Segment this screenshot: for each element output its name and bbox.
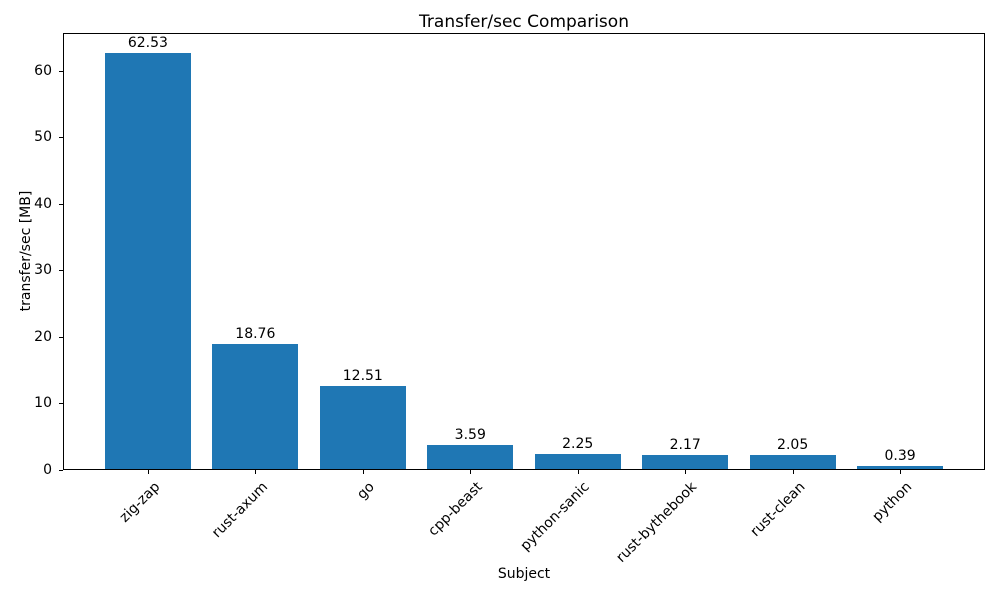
x-tick-label: python [869, 479, 916, 525]
x-tick-label: rust-clean [747, 479, 808, 540]
bar-python [857, 466, 944, 469]
bar-value-label: 2.25 [562, 436, 594, 453]
bar-value-label: 18.76 [235, 326, 276, 343]
y-tick-label: 0 [43, 462, 52, 478]
bar-value-label: 3.59 [454, 427, 486, 444]
y-tick-mark [59, 70, 63, 72]
x-tick-mark [255, 470, 257, 474]
x-tick-label: rust-axum [208, 479, 271, 542]
x-tick-label: cpp-beast [425, 479, 486, 540]
x-tick-mark [792, 470, 794, 474]
x-tick-mark [685, 470, 687, 474]
x-tick-mark [470, 470, 472, 474]
x-tick-mark [362, 470, 364, 474]
y-tick-label: 30 [34, 262, 52, 279]
y-tick-mark [59, 336, 63, 338]
x-tick-label: python-sanic [517, 479, 594, 555]
plot-area [63, 33, 985, 470]
bar-value-label: 2.05 [777, 437, 809, 454]
bar-value-label: 62.53 [127, 34, 168, 51]
x-tick-mark [147, 470, 149, 474]
x-tick-label: zig-zap [116, 479, 164, 526]
y-tick-mark [59, 203, 63, 205]
bar-go [319, 385, 406, 469]
bar-value-label: 12.51 [342, 367, 383, 384]
y-tick-label: 10 [34, 395, 52, 412]
bar-rust-bythebook [642, 454, 729, 469]
bar-rust-axum [212, 344, 299, 469]
bar-python-sanic [534, 454, 621, 469]
y-tick-label: 20 [34, 328, 52, 345]
bar-rust-clean [749, 455, 836, 469]
bar-cpp-beast [427, 445, 514, 469]
y-tick-label: 50 [34, 129, 52, 146]
y-tick-mark [59, 270, 63, 272]
bar-value-label: 2.17 [669, 436, 701, 453]
x-tick-mark [900, 470, 902, 474]
chart-title: Transfer/sec Comparison [419, 12, 629, 32]
y-tick-mark [59, 403, 63, 405]
x-tick-mark [577, 470, 579, 474]
y-tick-label: 60 [34, 62, 52, 79]
bar-value-label: 0.39 [884, 448, 916, 465]
y-tick-mark [59, 137, 63, 139]
x-axis-label: Subject [497, 566, 551, 582]
bar-zig-zap [104, 52, 191, 469]
y-tick-label: 40 [34, 195, 52, 212]
y-tick-mark [59, 470, 63, 471]
x-tick-label: go [354, 479, 379, 503]
x-tick-label: rust-bythebook [613, 479, 701, 566]
